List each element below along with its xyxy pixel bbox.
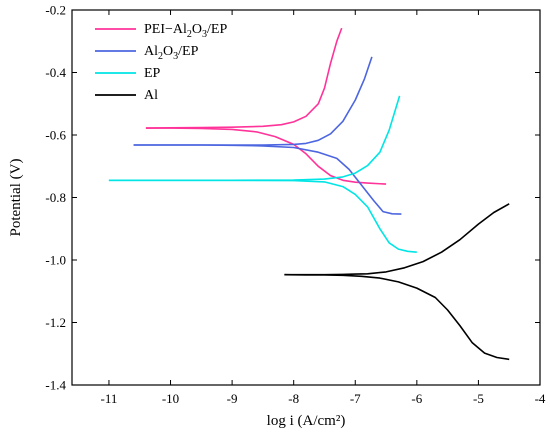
x-tick-label: -11 xyxy=(101,391,118,406)
series-line-anodic xyxy=(108,95,401,182)
series-layer xyxy=(108,27,510,361)
x-tick-label: -10 xyxy=(162,391,179,406)
y-tick-label: -1.4 xyxy=(45,378,66,393)
y-tick-label: -1.2 xyxy=(45,315,66,330)
series-line-cathodic xyxy=(108,179,417,253)
x-tick-label: -5 xyxy=(473,391,484,406)
y-tick-label: -0.2 xyxy=(45,3,66,18)
ticks-layer: -11 -10 -9 -8 -7 -6 -5 -4 -0.2 -0.4 -0.6 -0.8 -1.0 -1… xyxy=(45,3,546,407)
x-tick-label: -6 xyxy=(411,391,422,406)
series-line-anodic xyxy=(145,27,343,129)
x-axis-title-main: log i (A/cm²) xyxy=(267,413,346,429)
series-al2o3-ep xyxy=(133,56,402,215)
series-al xyxy=(284,203,510,361)
x-tick-label: -4 xyxy=(535,391,546,406)
y-tick-label: -0.8 xyxy=(45,190,66,205)
legend-label: EP xyxy=(144,66,161,81)
series-line-cathodic xyxy=(145,127,387,185)
x-tick-label: -9 xyxy=(227,391,238,406)
series-line-cathodic xyxy=(133,144,402,215)
legend-label: Al2O3/EP xyxy=(144,44,199,62)
x-axis-title: log i (A/cm²) xyxy=(267,413,346,429)
y-tick-label: -1.0 xyxy=(45,253,66,268)
legend: PEI−Al2O3/EP Al2O3/EP EP Al xyxy=(95,22,227,103)
y-tick-label: -0.6 xyxy=(45,128,66,143)
y-axis-title: Potential (V) xyxy=(8,159,24,237)
x-tick-label: -8 xyxy=(288,391,299,406)
series-ep xyxy=(108,95,417,253)
legend-label: Al xyxy=(144,88,158,103)
series-line-cathodic xyxy=(284,273,510,361)
plot-frame xyxy=(71,9,541,386)
x-tick-label: -7 xyxy=(350,391,361,406)
legend-label: PEI−Al2O3/EP xyxy=(144,22,227,40)
y-tick-label: -0.4 xyxy=(45,65,66,80)
